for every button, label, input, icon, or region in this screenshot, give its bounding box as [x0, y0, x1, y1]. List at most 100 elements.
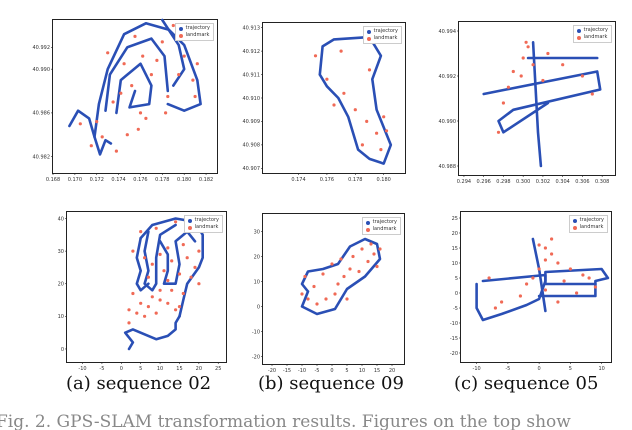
- landmark-point: [162, 269, 166, 273]
- legend-marker: [366, 36, 371, 41]
- chart-bottom-c: -10 -5 0 5 10 25 20 15 10 5 0 -5 -10 -15 -20 trajectory…: [450, 211, 612, 372]
- legend-label: trajectory: [185, 25, 210, 31]
- landmark-point: [378, 247, 382, 251]
- landmark-point: [177, 73, 181, 77]
- caption-a: (a) sequence 02: [66, 373, 212, 394]
- landmark-point: [375, 264, 379, 269]
- landmark-point: [330, 262, 334, 266]
- landmark-point: [339, 257, 343, 261]
- y-tick-label: 40.913: [243, 25, 261, 31]
- y-tick-label: 30: [254, 229, 260, 235]
- trajectory-line: [300, 237, 382, 316]
- y-tick-label: -15: [450, 336, 458, 342]
- trajectory-line: [135, 236, 150, 292]
- x-tick-label: 0.178: [155, 177, 169, 183]
- x-tick-label: 20: [389, 368, 395, 374]
- landmark-point: [166, 301, 170, 305]
- x-tick-label: 15: [176, 366, 182, 372]
- legend-marker: [365, 220, 370, 225]
- x-tick-label: 20: [196, 366, 202, 372]
- landmark-point: [130, 84, 134, 88]
- x-tick-label: 25: [215, 366, 221, 372]
- x-tick-label: 0.178: [348, 177, 362, 183]
- landmark-point: [367, 68, 372, 72]
- landmark-point: [366, 259, 370, 264]
- landmark-point: [531, 276, 535, 280]
- landmark-point: [519, 74, 523, 78]
- landmark-point: [131, 291, 135, 296]
- landmark-point: [181, 243, 185, 247]
- legend: trajectory landmark: [362, 26, 402, 44]
- x-tick-label: 0.182: [199, 177, 213, 183]
- legend-label: landmark: [583, 34, 608, 40]
- landmark-point: [146, 275, 150, 279]
- landmark-point: [365, 119, 369, 123]
- y-tick-label: 30: [58, 249, 64, 255]
- legend: trajectory landmark: [361, 217, 401, 235]
- legend-entry: landmark: [365, 226, 397, 233]
- landmark-point: [580, 74, 584, 78]
- y-tick-label: 5: [455, 276, 458, 282]
- legend-entry: trajectory: [178, 25, 210, 32]
- landmark-point: [193, 265, 197, 269]
- landmark-point: [100, 135, 104, 139]
- trajectory-line: [482, 70, 602, 134]
- trajectory-line: [123, 315, 181, 351]
- legend-entry: landmark: [572, 224, 604, 231]
- y-tick-label: 20: [254, 254, 260, 260]
- landmark-point: [95, 120, 99, 124]
- landmark-point: [127, 321, 131, 325]
- chart-top-c: 0.294 0.296 0.298 0.300 0.302 0.304 0.306 0.308…: [439, 21, 616, 185]
- legend-entry: landmark: [366, 35, 398, 42]
- landmark-point: [158, 288, 162, 292]
- landmark-point: [143, 256, 147, 260]
- landmark-point: [197, 282, 201, 286]
- landmark-point: [143, 314, 147, 318]
- landmark-point: [313, 54, 318, 58]
- y-tick-label: 25: [452, 216, 458, 222]
- x-tick-label: -10: [298, 368, 306, 374]
- landmark-point: [195, 62, 199, 66]
- landmark-point: [526, 45, 530, 49]
- x-tick-label: 0.306: [575, 179, 589, 185]
- x-tick-label: 0.296: [477, 179, 491, 185]
- legend-entry: trajectory: [366, 28, 398, 35]
- landmark-point: [114, 149, 118, 153]
- landmark-point: [550, 252, 554, 256]
- trajectory-line: [68, 109, 113, 156]
- trajectory-line: [115, 62, 153, 115]
- legend-marker: [572, 225, 577, 230]
- figure-caption-text: Fig. 2. GPS-SLAM transformation results.…: [0, 412, 571, 430]
- x-tick-label: -15: [283, 368, 291, 374]
- legend-entry: landmark: [178, 32, 210, 39]
- landmark-point: [332, 103, 336, 107]
- legend-label: trajectory: [579, 217, 604, 223]
- landmark-point: [300, 292, 304, 296]
- x-tick-label: -10: [473, 366, 481, 372]
- legend-label: trajectory: [583, 27, 608, 33]
- landmark-point: [353, 108, 357, 112]
- landmark-point: [325, 77, 329, 81]
- trajectory-line: [318, 35, 393, 165]
- landmark-point: [550, 237, 554, 241]
- chart-svg-top-a: 0.168 0.170 0.172 0.174 0.176 0.178 0.180 0.182…: [33, 18, 213, 183]
- landmark-point: [149, 73, 153, 77]
- caption-c: (c) sequence 05: [454, 373, 599, 394]
- landmark-point: [568, 267, 572, 271]
- landmark-point: [122, 62, 126, 66]
- legend-label: landmark: [185, 32, 210, 38]
- landmark-point: [191, 78, 195, 82]
- y-tick-label: 10: [452, 261, 458, 267]
- legend-marker: [576, 35, 581, 40]
- landmark-point: [193, 94, 197, 99]
- legend-entry: trajectory: [572, 217, 604, 224]
- landmark-point: [348, 267, 352, 271]
- landmark-point: [342, 274, 346, 279]
- landmark-point: [496, 130, 501, 134]
- landmark-point: [160, 40, 164, 44]
- trajectory-line: [139, 217, 204, 318]
- landmark-point: [189, 275, 193, 279]
- y-tick-label: 20: [58, 282, 64, 288]
- landmark-point: [321, 272, 325, 276]
- landmark-point: [197, 249, 201, 253]
